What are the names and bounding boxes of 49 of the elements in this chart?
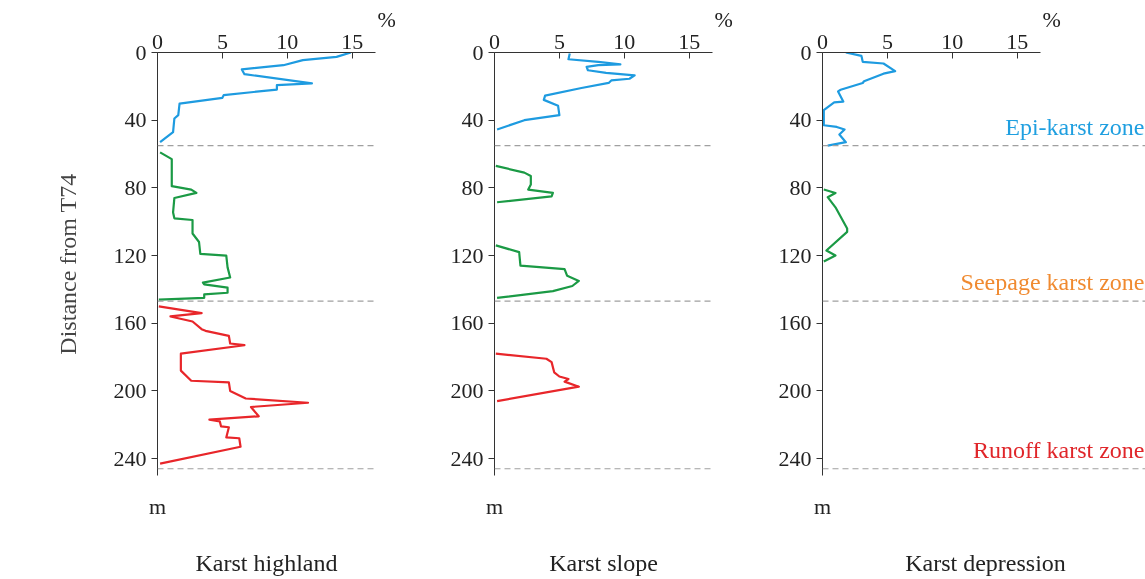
y-tick-label: 200 [113,377,147,403]
x-tick-label: 15 [678,28,701,54]
y-tick-label: 160 [778,310,812,336]
ref-line-label: Epi-karst zone [1005,113,1145,140]
line-series [157,305,310,465]
y-tick-label: 80 [789,174,812,200]
x-tick-label: 5 [216,28,228,54]
x-tick-label: 10 [941,28,964,54]
text: % [377,6,396,32]
text: m [813,493,832,519]
y-tick-label: 240 [450,445,484,471]
line-series [822,188,849,263]
text: % [714,6,733,32]
x-axis-title: Karst depression [905,549,1066,576]
line-series [494,352,580,403]
x-axis-title: Karst slope [549,549,658,576]
text: m [148,493,167,519]
y-tick-label: 40 [124,107,147,133]
y-tick-label: 120 [113,242,147,268]
line-series [157,151,232,301]
y-tick-label: 160 [450,310,484,336]
ref-line-label: Seepage karst zone [960,269,1145,296]
x-tick-label: 0 [489,28,500,54]
line-series [496,52,636,131]
y-tick-label: 200 [450,377,484,403]
y-tick-label: 80 [124,174,147,200]
x-tick-label: 15 [341,28,364,54]
x-tick-label: 5 [881,28,893,54]
x-tick-label: 10 [276,28,299,54]
text: % [1042,6,1061,32]
y-tick-label: 40 [789,107,812,133]
text: m [485,493,504,519]
y-tick-label: 200 [778,377,812,403]
x-tick-label: 5 [553,28,565,54]
x-tick-label: 0 [817,28,828,54]
x-tick-label: 0 [152,28,163,54]
y-tick-label: 120 [778,242,812,268]
y-tick-label: 240 [113,445,147,471]
y-tick-label: 40 [461,107,484,133]
y-tick-label: 240 [778,445,812,471]
y-tick-label: 120 [450,242,484,268]
x-axis-title: Karst highland [195,549,338,576]
ref-line-label: Runoff karst zone [972,436,1145,463]
y-tick-label: 80 [461,174,484,200]
line-series [822,52,897,147]
y-tick-label: 160 [113,310,147,336]
x-tick-label: 10 [613,28,636,54]
y-axis-title: Distance from T74 [54,173,81,355]
x-tick-label: 15 [1006,28,1029,54]
